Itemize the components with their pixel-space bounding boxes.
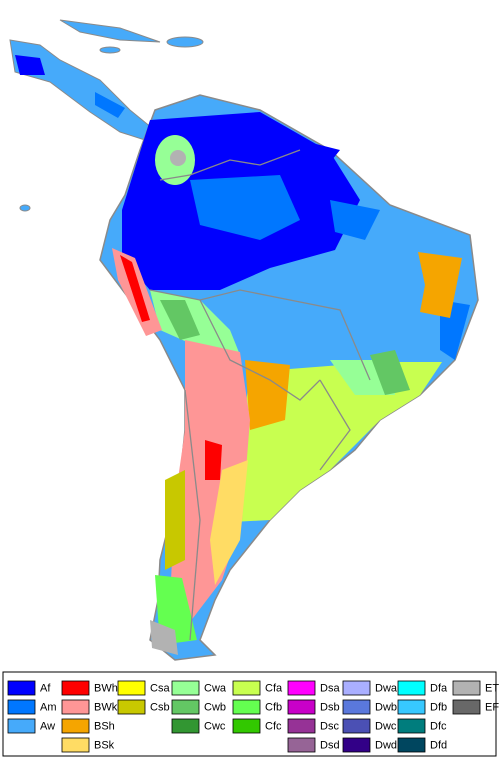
legend-swatch [397, 680, 426, 696]
legend-label: Cwb [204, 701, 226, 713]
legend-label: BSh [94, 720, 115, 732]
legend-label: BWk [94, 701, 118, 713]
legend-swatch [61, 680, 90, 696]
legend-label: Dwd [375, 739, 397, 751]
legend-label: Csa [150, 682, 170, 694]
legend-swatch [397, 699, 426, 715]
country-borders [149, 149, 371, 641]
legend-swatch [397, 737, 426, 753]
legend-swatch [342, 699, 371, 715]
legend-swatch [287, 718, 316, 734]
legend-label: Cwc [204, 720, 226, 732]
legend-label: Af [40, 682, 51, 694]
legend-swatch [452, 680, 481, 696]
legend-swatch [7, 680, 36, 696]
legend-label: Dsc [320, 720, 339, 732]
legend-swatch [61, 737, 90, 753]
legend-swatch [342, 680, 371, 696]
legend-swatch [232, 699, 261, 715]
legend-swatch [117, 699, 146, 715]
legend-label: Dfc [430, 720, 447, 732]
legend-label: Dwa [375, 682, 398, 694]
legend-label: Dwb [375, 701, 397, 713]
legend-label: Dsa [320, 682, 340, 694]
legend-swatch [342, 737, 371, 753]
legend-swatch [7, 718, 36, 734]
legend-label: Dfb [430, 701, 447, 713]
legend-swatch [61, 699, 90, 715]
legend-label: Dfa [430, 682, 448, 694]
legend-swatch [171, 699, 200, 715]
legend-label: BWh [94, 682, 118, 694]
legend: Af Am Aw BWh BWk BSh BSk Csa Csb Cwa Cwb Cwc Cfa Cfb C… [7, 680, 499, 753]
legend-swatch [287, 737, 316, 753]
legend-label: EF [485, 701, 499, 713]
legend-label: BSk [94, 739, 115, 751]
legend-label: Am [40, 701, 57, 713]
legend-swatch [7, 699, 36, 715]
legend-swatch [171, 718, 200, 734]
legend-swatch [232, 680, 261, 696]
legend-swatch [452, 699, 481, 715]
legend-swatch [117, 680, 146, 696]
map-regions [9, 19, 479, 661]
legend-label: Csb [150, 701, 170, 713]
legend-swatch [287, 680, 316, 696]
legend-swatch [342, 718, 371, 734]
legend-swatch [61, 718, 90, 734]
legend-swatch [171, 680, 200, 696]
legend-label: ET [485, 682, 499, 694]
legend-label: Cfa [265, 682, 283, 694]
legend-label: Cfc [265, 720, 282, 732]
legend-label: Dfd [430, 739, 447, 751]
legend-label: Aw [40, 720, 55, 732]
legend-label: Cwa [204, 682, 227, 694]
legend-label: Cfb [265, 701, 282, 713]
legend-swatch [397, 718, 426, 734]
legend-swatch [287, 699, 316, 715]
legend-label: Dwc [375, 720, 397, 732]
legend-label: Dsb [320, 701, 340, 713]
legend-swatch [232, 718, 261, 734]
legend-label: Dsd [320, 739, 340, 751]
